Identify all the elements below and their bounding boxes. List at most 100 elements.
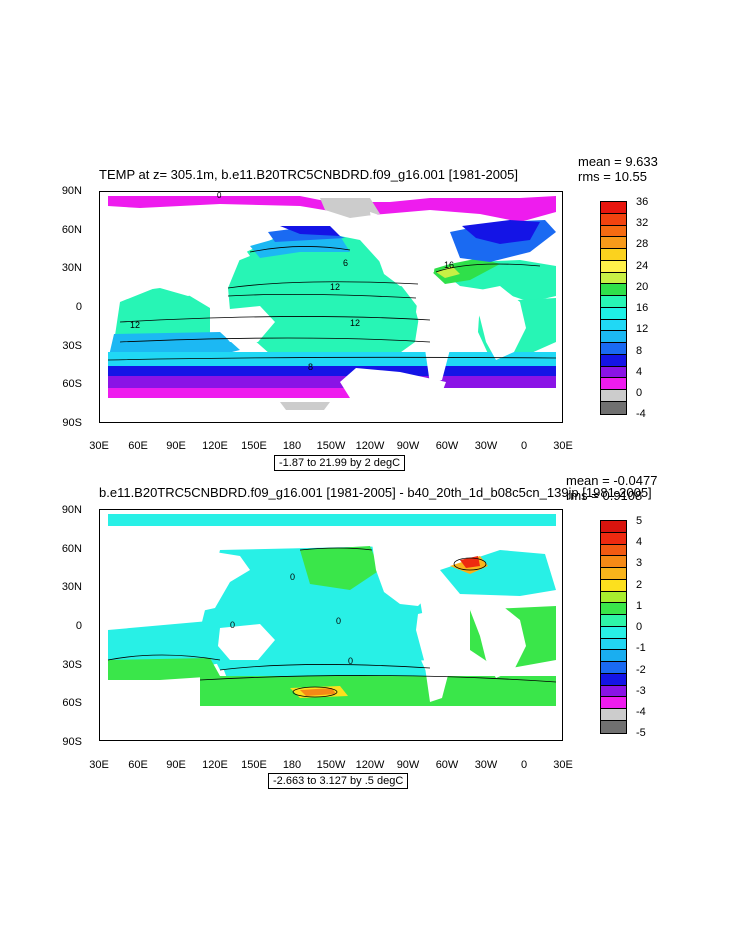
lat-label: 90S xyxy=(62,417,82,429)
contour-label: 0 xyxy=(348,656,353,666)
lon-label: 120W xyxy=(355,440,385,452)
colorbar-swatch xyxy=(601,603,626,616)
colorbar-label: 4 xyxy=(636,536,643,548)
colorbar-swatch xyxy=(601,272,626,285)
colorbar-swatch xyxy=(601,579,626,592)
colorbar-swatch xyxy=(601,591,626,604)
lat-label: 60N xyxy=(61,224,82,236)
colorbar-label: -4 xyxy=(636,408,646,420)
difference-map-svg: 0 0 0 0 xyxy=(100,514,557,740)
lon-label: 90W xyxy=(396,759,420,771)
map-plot: 0 0 0 0 xyxy=(99,509,563,741)
panel-title: b.e11.B20TRC5CNBDRD.f09_g16.001 [1981-20… xyxy=(99,485,652,500)
lon-label: 60E xyxy=(128,759,148,771)
colorbar-swatch xyxy=(601,213,626,226)
colorbar xyxy=(600,201,627,415)
lat-label: 30N xyxy=(61,262,82,274)
colorbar-swatch xyxy=(601,685,626,698)
colorbar-label: 0 xyxy=(636,387,643,399)
colorbar-swatch xyxy=(601,237,626,250)
colorbar-swatch xyxy=(601,626,626,639)
colorbar-label: -1 xyxy=(636,642,646,654)
colorbar-label: 28 xyxy=(636,238,649,250)
colorbar-swatch xyxy=(601,556,626,569)
colorbar-swatch xyxy=(601,390,626,403)
colorbar-label: 36 xyxy=(636,196,649,208)
lat-label: 30N xyxy=(61,581,82,593)
colorbar-swatch xyxy=(601,544,626,557)
colorbar-label: -3 xyxy=(636,685,646,697)
colorbar-label: 2 xyxy=(636,579,643,591)
contour-label: 16 xyxy=(444,260,454,270)
contour-label: 0 xyxy=(217,192,222,200)
contour-label: 0 xyxy=(336,616,341,626)
colorbar-swatch xyxy=(601,225,626,238)
colorbar-label: 3 xyxy=(636,557,643,569)
rms-value: rms = 10.55 xyxy=(578,169,648,184)
contour-label: 0 xyxy=(230,620,235,630)
colorbar-swatch xyxy=(601,721,626,733)
lon-label: 60W xyxy=(435,440,459,452)
contour-info-box: -1.87 to 21.99 by 2 degC xyxy=(274,455,406,471)
lon-label: 150E xyxy=(241,759,267,771)
colorbar-label: 16 xyxy=(636,302,649,314)
colorbar-label: -5 xyxy=(636,727,646,739)
colorbar-swatch xyxy=(601,343,626,355)
lon-label: 60E xyxy=(128,440,148,452)
colorbar-label: 1 xyxy=(636,600,643,612)
colorbar-swatch xyxy=(601,638,626,651)
colorbar-swatch xyxy=(601,260,626,273)
lon-label: 30W xyxy=(474,759,498,771)
lon-label: 30E xyxy=(89,440,109,452)
lat-label: 30S xyxy=(62,340,82,352)
mean-value: mean = -0.0477 xyxy=(566,473,658,488)
lat-label: 60N xyxy=(61,543,82,555)
lon-label: 60W xyxy=(435,759,459,771)
lon-label: 90E xyxy=(166,759,186,771)
lon-label: 90E xyxy=(166,440,186,452)
colorbar-swatch xyxy=(601,296,626,308)
contour-label: 0 xyxy=(290,572,295,582)
lat-label: 60S xyxy=(62,697,82,709)
mean-value: mean = 9.633 xyxy=(578,154,658,169)
colorbar-swatch xyxy=(601,662,626,674)
colorbar-label: 8 xyxy=(636,345,643,357)
lon-label: 30E xyxy=(553,759,573,771)
lon-label: 30E xyxy=(553,440,573,452)
lon-label: 30E xyxy=(89,759,109,771)
lon-label: 30W xyxy=(474,440,498,452)
colorbar-label: 20 xyxy=(636,281,649,293)
lat-label: 30S xyxy=(62,659,82,671)
lon-label: 180 xyxy=(282,440,302,452)
lat-label: 0 xyxy=(75,301,82,313)
lon-label: 150W xyxy=(316,759,346,771)
lon-label: 0 xyxy=(520,440,528,452)
colorbar-swatch xyxy=(601,615,626,627)
panel-title: TEMP at z= 305.1m, b.e11.B20TRC5CNBDRD.f… xyxy=(99,167,519,182)
contour-label: 12 xyxy=(350,318,360,328)
contour-label: 12 xyxy=(330,282,340,292)
lon-label: 120E xyxy=(202,759,228,771)
colorbar-swatch xyxy=(601,284,626,297)
lon-label: 150E xyxy=(241,440,267,452)
colorbar-label: 5 xyxy=(636,515,643,527)
colorbar-swatch xyxy=(601,532,626,545)
colorbar-swatch xyxy=(601,319,626,332)
lon-label: 0 xyxy=(520,759,528,771)
lat-label: 90N xyxy=(61,504,82,516)
contour-label: 12 xyxy=(130,320,140,330)
colorbar-label: 24 xyxy=(636,260,649,272)
colorbar-swatch xyxy=(601,568,626,580)
lon-label: 120W xyxy=(355,759,385,771)
colorbar-swatch xyxy=(601,709,626,722)
lat-label: 90S xyxy=(62,736,82,748)
lon-label: 120E xyxy=(202,440,228,452)
colorbar xyxy=(600,520,627,734)
colorbar-swatch xyxy=(601,650,626,663)
colorbar-swatch xyxy=(601,307,626,320)
colorbar-swatch xyxy=(601,354,626,367)
colorbar-label: 4 xyxy=(636,366,643,378)
contour-label: 8 xyxy=(308,362,313,372)
colorbar-swatch xyxy=(601,249,626,261)
colorbar-label: 12 xyxy=(636,323,649,335)
